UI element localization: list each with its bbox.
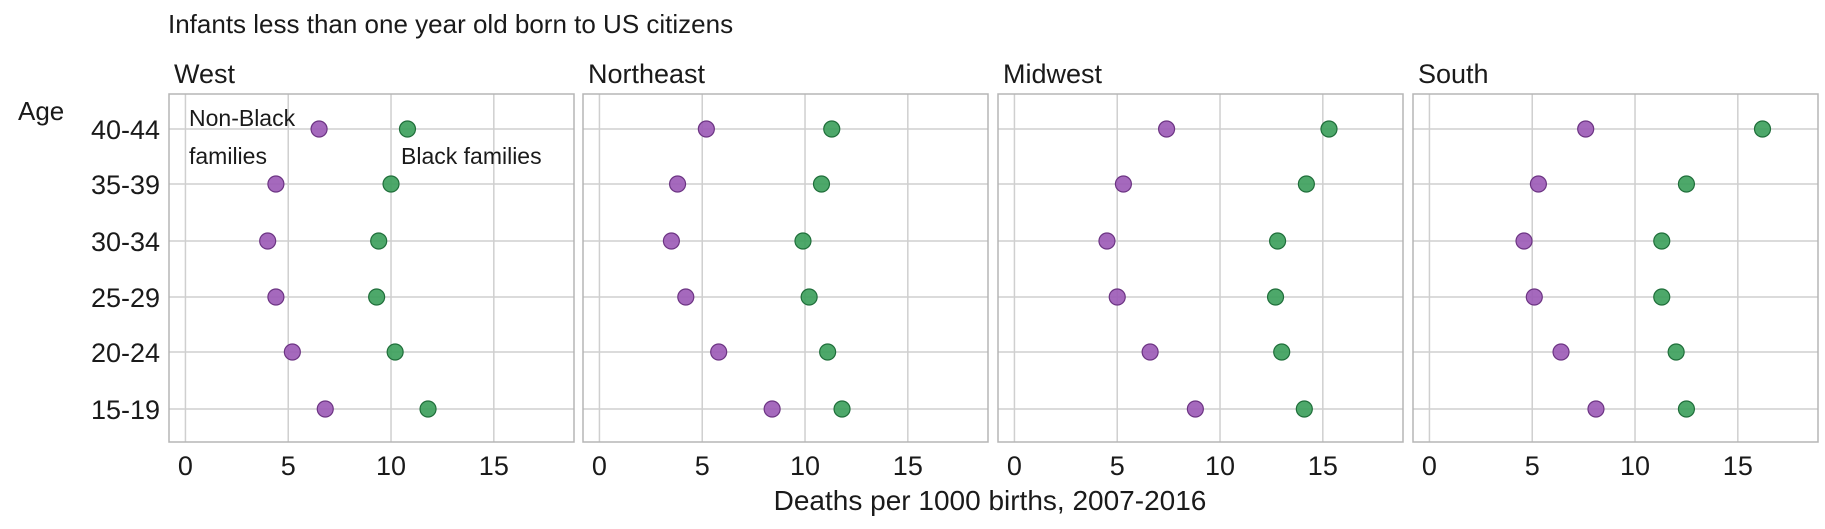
point-non-black-40-44 [1157, 120, 1176, 138]
point-non-black-25-29 [1108, 288, 1126, 306]
panel-title: West [174, 59, 236, 89]
x-tick-label: 15 [1308, 451, 1338, 481]
point-non-black-30-34 [1098, 232, 1116, 250]
annotation-non-black: Non-Black [189, 105, 296, 131]
x-tick-label: 0 [1007, 451, 1022, 481]
x-tick-label: 10 [1620, 451, 1650, 481]
x-tick-label: 10 [790, 451, 820, 481]
point-black-25-29 [368, 288, 386, 306]
point-non-black-25-29 [267, 288, 285, 306]
point-non-black-15-19 [1587, 400, 1605, 418]
point-non-black-35-39 [668, 175, 687, 193]
point-non-black-25-29 [677, 288, 695, 306]
point-black-15-19 [1677, 400, 1696, 418]
y-tick-label-40-44: 40-44 [91, 115, 160, 145]
point-black-30-34 [1653, 232, 1671, 250]
point-black-25-29 [1266, 288, 1285, 306]
point-black-20-24 [819, 343, 837, 361]
panel-frame [1412, 93, 1819, 443]
point-non-black-20-24 [1141, 343, 1159, 361]
point-non-black-20-24 [1552, 343, 1570, 361]
point-black-40-44 [1753, 120, 1772, 138]
point-black-20-24 [1273, 343, 1291, 361]
point-non-black-15-19 [1186, 400, 1204, 418]
point-black-35-39 [382, 175, 400, 193]
x-tick-label: 0 [592, 451, 607, 481]
point-non-black-15-19 [763, 400, 781, 418]
point-non-black-30-34 [1515, 232, 1533, 250]
panel-midwest: Midwest 0 5 10 15 [997, 59, 1404, 481]
point-black-15-19 [833, 400, 851, 418]
panel-frame [168, 93, 575, 443]
annotation-non-black-line2: families [189, 143, 267, 169]
point-black-30-34 [794, 232, 812, 250]
point-black-30-34 [370, 232, 388, 250]
x-tick-label: 0 [1422, 451, 1437, 481]
x-tick-label: 5 [695, 451, 710, 481]
y-axis-label: Age [18, 96, 64, 126]
panel-northeast: Northeast 0 5 10 15 [582, 59, 989, 481]
x-tick-label: 15 [479, 451, 509, 481]
point-black-40-44 [823, 120, 841, 138]
x-tick-label: 0 [178, 451, 193, 481]
panel-south: South 0 5 10 15 [1412, 59, 1819, 481]
point-non-black-30-34 [662, 232, 681, 250]
point-non-black-30-34 [259, 232, 277, 250]
point-black-30-34 [1268, 232, 1287, 250]
point-non-black-40-44 [310, 120, 328, 138]
x-tick-label: 5 [281, 451, 296, 481]
point-black-40-44 [1320, 120, 1338, 138]
point-black-20-24 [386, 343, 404, 361]
point-non-black-40-44 [1577, 120, 1595, 138]
panel-title: Midwest [1003, 59, 1103, 89]
point-non-black-15-19 [316, 400, 334, 418]
panel-frame [582, 93, 989, 443]
x-tick-label: 5 [1525, 451, 1540, 481]
point-non-black-20-24 [710, 343, 728, 361]
panel-west: West 0 5 10 15 Non-Black families Black familie… [168, 59, 575, 481]
panels: 40-44 35-39 30-34 25-29 20-24 15-19 West 0 5 10 15… [91, 59, 1819, 481]
point-black-25-29 [1653, 288, 1671, 306]
x-tick-label: 5 [1110, 451, 1125, 481]
point-non-black-25-29 [1525, 288, 1543, 306]
point-black-35-39 [812, 175, 831, 193]
point-black-20-24 [1667, 343, 1685, 361]
point-black-25-29 [800, 288, 818, 306]
chart-title: Infants less than one year old born to U… [168, 9, 733, 39]
point-non-black-35-39 [1529, 175, 1548, 193]
point-black-15-19 [419, 400, 437, 418]
y-tick-label-20-24: 20-24 [91, 338, 160, 368]
point-non-black-35-39 [267, 175, 285, 193]
point-black-15-19 [1295, 400, 1313, 418]
point-non-black-35-39 [1114, 175, 1133, 193]
point-black-40-44 [398, 120, 417, 138]
panel-title: Northeast [588, 59, 706, 89]
point-black-35-39 [1297, 175, 1315, 193]
annotation-black: Black families [401, 143, 542, 169]
y-tick-label-25-29: 25-29 [91, 283, 160, 313]
y-tick-label-15-19: 15-19 [91, 395, 160, 425]
x-tick-label: 10 [376, 451, 406, 481]
point-non-black-20-24 [283, 343, 301, 361]
x-axis-label: Deaths per 1000 births, 2007-2016 [774, 485, 1207, 516]
point-black-35-39 [1677, 175, 1696, 193]
panel-frame [997, 93, 1404, 443]
x-tick-label: 10 [1205, 451, 1235, 481]
y-tick-label-30-34: 30-34 [91, 227, 160, 257]
point-non-black-40-44 [697, 120, 715, 138]
y-tick-label-35-39: 35-39 [91, 170, 160, 200]
panel-title: South [1418, 59, 1489, 89]
x-tick-label: 15 [893, 451, 923, 481]
x-tick-label: 15 [1723, 451, 1753, 481]
